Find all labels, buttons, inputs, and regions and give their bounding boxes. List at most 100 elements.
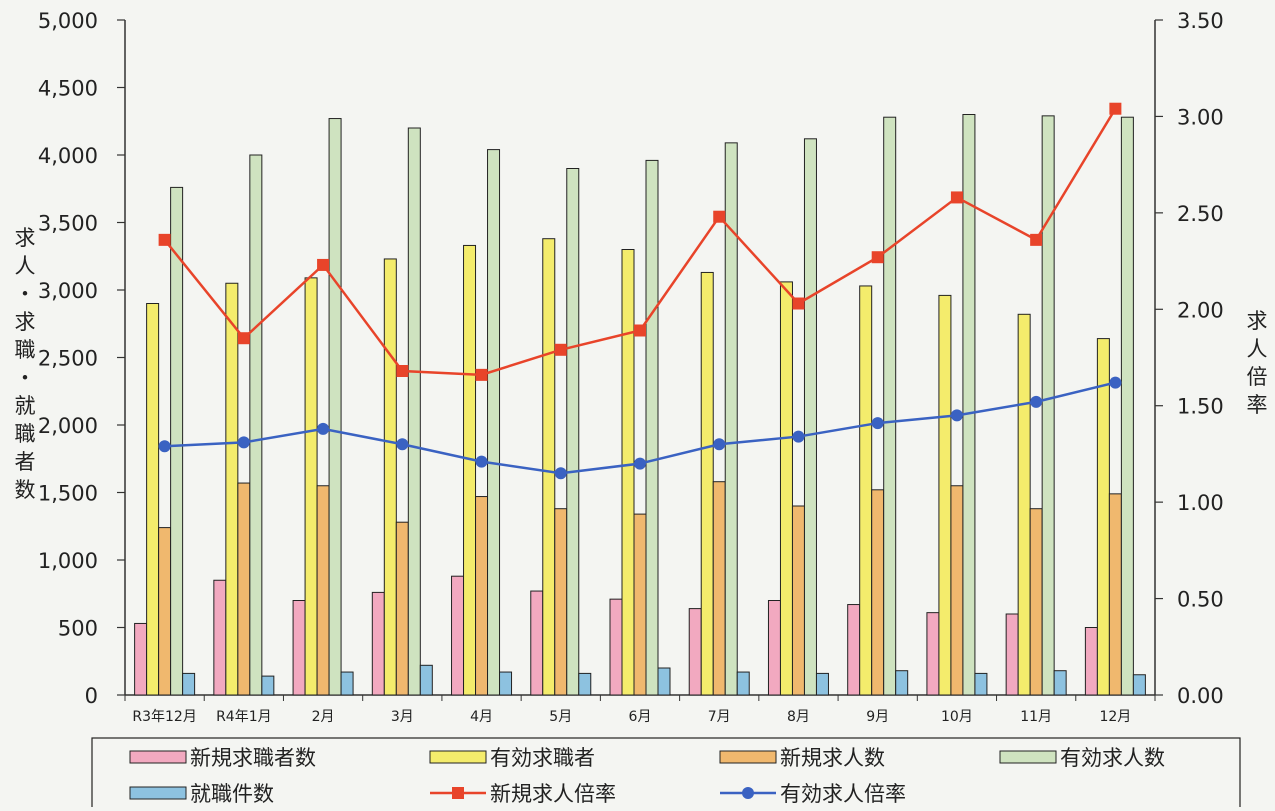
legend-swatch: [129, 786, 187, 800]
bar-3: [962, 114, 976, 696]
y-left-tick-label: 1,000: [38, 549, 98, 573]
legend-label: 有効求人数: [1060, 746, 1165, 770]
bar-4: [736, 671, 750, 696]
axis-title-char: ・: [15, 366, 36, 390]
axis-title-char: 職: [15, 338, 36, 362]
bar-3: [407, 127, 421, 696]
bar-4: [182, 672, 196, 696]
legend-item: 有効求人倍率: [720, 782, 906, 806]
line-point-circle: [792, 430, 805, 443]
bar-2: [475, 496, 489, 696]
bar-4: [340, 671, 354, 696]
bar-2: [1029, 508, 1043, 696]
line-point-square: [475, 368, 488, 381]
legend-swatch: [429, 750, 487, 764]
line-point-circle: [871, 417, 884, 430]
axis-title-char: 数: [15, 478, 36, 502]
legend-item: 新規求人倍率: [430, 782, 616, 806]
bar-0: [213, 579, 227, 696]
y-right-tick-label: 3.00: [1177, 105, 1224, 129]
axis-title-char: 求: [15, 310, 36, 334]
axis-title-char: 者: [15, 450, 36, 474]
bar-0: [1084, 627, 1098, 696]
bar-1: [225, 282, 239, 696]
y-left-tick-label: 3,500: [38, 212, 98, 236]
bar-0: [847, 604, 861, 696]
x-tick-label: 3月: [391, 709, 414, 725]
y-left-tick-label: 2,000: [38, 414, 98, 438]
bar-0: [1005, 613, 1019, 696]
bar-4: [419, 664, 433, 696]
axis-title-char: 率: [1247, 393, 1268, 417]
line-point-square: [158, 233, 171, 246]
x-tick-label: 4月: [470, 709, 493, 725]
y-right-tick-label: 0.50: [1177, 588, 1224, 612]
y-right-tick-label: 0.00: [1177, 684, 1224, 708]
bar-0: [688, 608, 702, 696]
line-point-circle: [475, 455, 488, 468]
y-left-tick-label: 2,500: [38, 347, 98, 371]
axis-title-char: 求: [15, 226, 36, 250]
bar-4: [974, 672, 988, 696]
bar-4: [499, 671, 513, 696]
x-tick-label: 6月: [629, 709, 652, 725]
bar-3: [328, 118, 342, 696]
line-point-circle: [158, 440, 171, 453]
legend-marker-square: [452, 787, 464, 799]
x-tick-label: 11月: [1020, 709, 1052, 725]
x-tick-label: 5月: [549, 709, 572, 725]
legend-label: 新規求職者数: [190, 746, 316, 770]
line-point-circle: [317, 422, 330, 435]
legend-label: 新規求人倍率: [490, 782, 616, 806]
axis-title-char: 求: [1247, 309, 1268, 333]
axis-title-char: 人: [1247, 337, 1268, 361]
bar-1: [779, 281, 793, 696]
bar-2: [1108, 493, 1122, 696]
legend-item: 新規求職者数: [129, 746, 316, 770]
axis-title-char: 人: [15, 254, 36, 278]
x-tick-label: 10月: [941, 709, 973, 725]
bar-3: [566, 168, 580, 696]
line-point-circle: [237, 436, 250, 449]
bar-2: [395, 521, 409, 696]
x-tick-label: 12月: [1099, 709, 1131, 725]
legend-marker-circle: [742, 787, 754, 799]
bar-4: [1132, 674, 1146, 696]
y-right-tick-label: 2.00: [1177, 298, 1224, 322]
bar-0: [609, 598, 623, 696]
bar-4: [657, 667, 671, 696]
bar-0: [451, 575, 465, 696]
legend-label: 有効求職者: [490, 746, 595, 770]
bar-1: [938, 294, 952, 696]
legend-swatch: [129, 750, 187, 764]
y-left-tick-label: 500: [58, 617, 98, 641]
bar-1: [304, 277, 318, 696]
x-tick-label: R3年12月: [132, 709, 196, 725]
axis-title-char: 職: [15, 422, 36, 446]
bar-1: [1017, 313, 1031, 696]
legend-label: 就職件数: [190, 782, 274, 806]
y-left-tick-label: 4,000: [38, 144, 98, 168]
legend-label: 有効求人倍率: [780, 782, 906, 806]
line-point-circle: [1030, 395, 1043, 408]
legend-swatch: [999, 750, 1057, 764]
bar-1: [383, 258, 397, 696]
bar-2: [554, 508, 568, 696]
x-tick-label: R4年1月: [216, 709, 272, 725]
line-point-square: [871, 251, 884, 264]
bar-4: [1053, 670, 1067, 696]
bar-0: [530, 590, 544, 696]
bar-2: [316, 485, 330, 696]
legend-item: 有効求人数: [999, 746, 1165, 770]
line-point-square: [792, 297, 805, 310]
y-right-tick-label: 1.50: [1177, 395, 1224, 419]
x-tick-label: 7月: [708, 709, 731, 725]
legend-label: 新規求人数: [780, 746, 885, 770]
bar-2: [871, 489, 885, 696]
legend-item: 就職件数: [129, 782, 274, 806]
bar-2: [950, 485, 964, 696]
bar-0: [134, 622, 148, 696]
bar-4: [261, 675, 275, 696]
